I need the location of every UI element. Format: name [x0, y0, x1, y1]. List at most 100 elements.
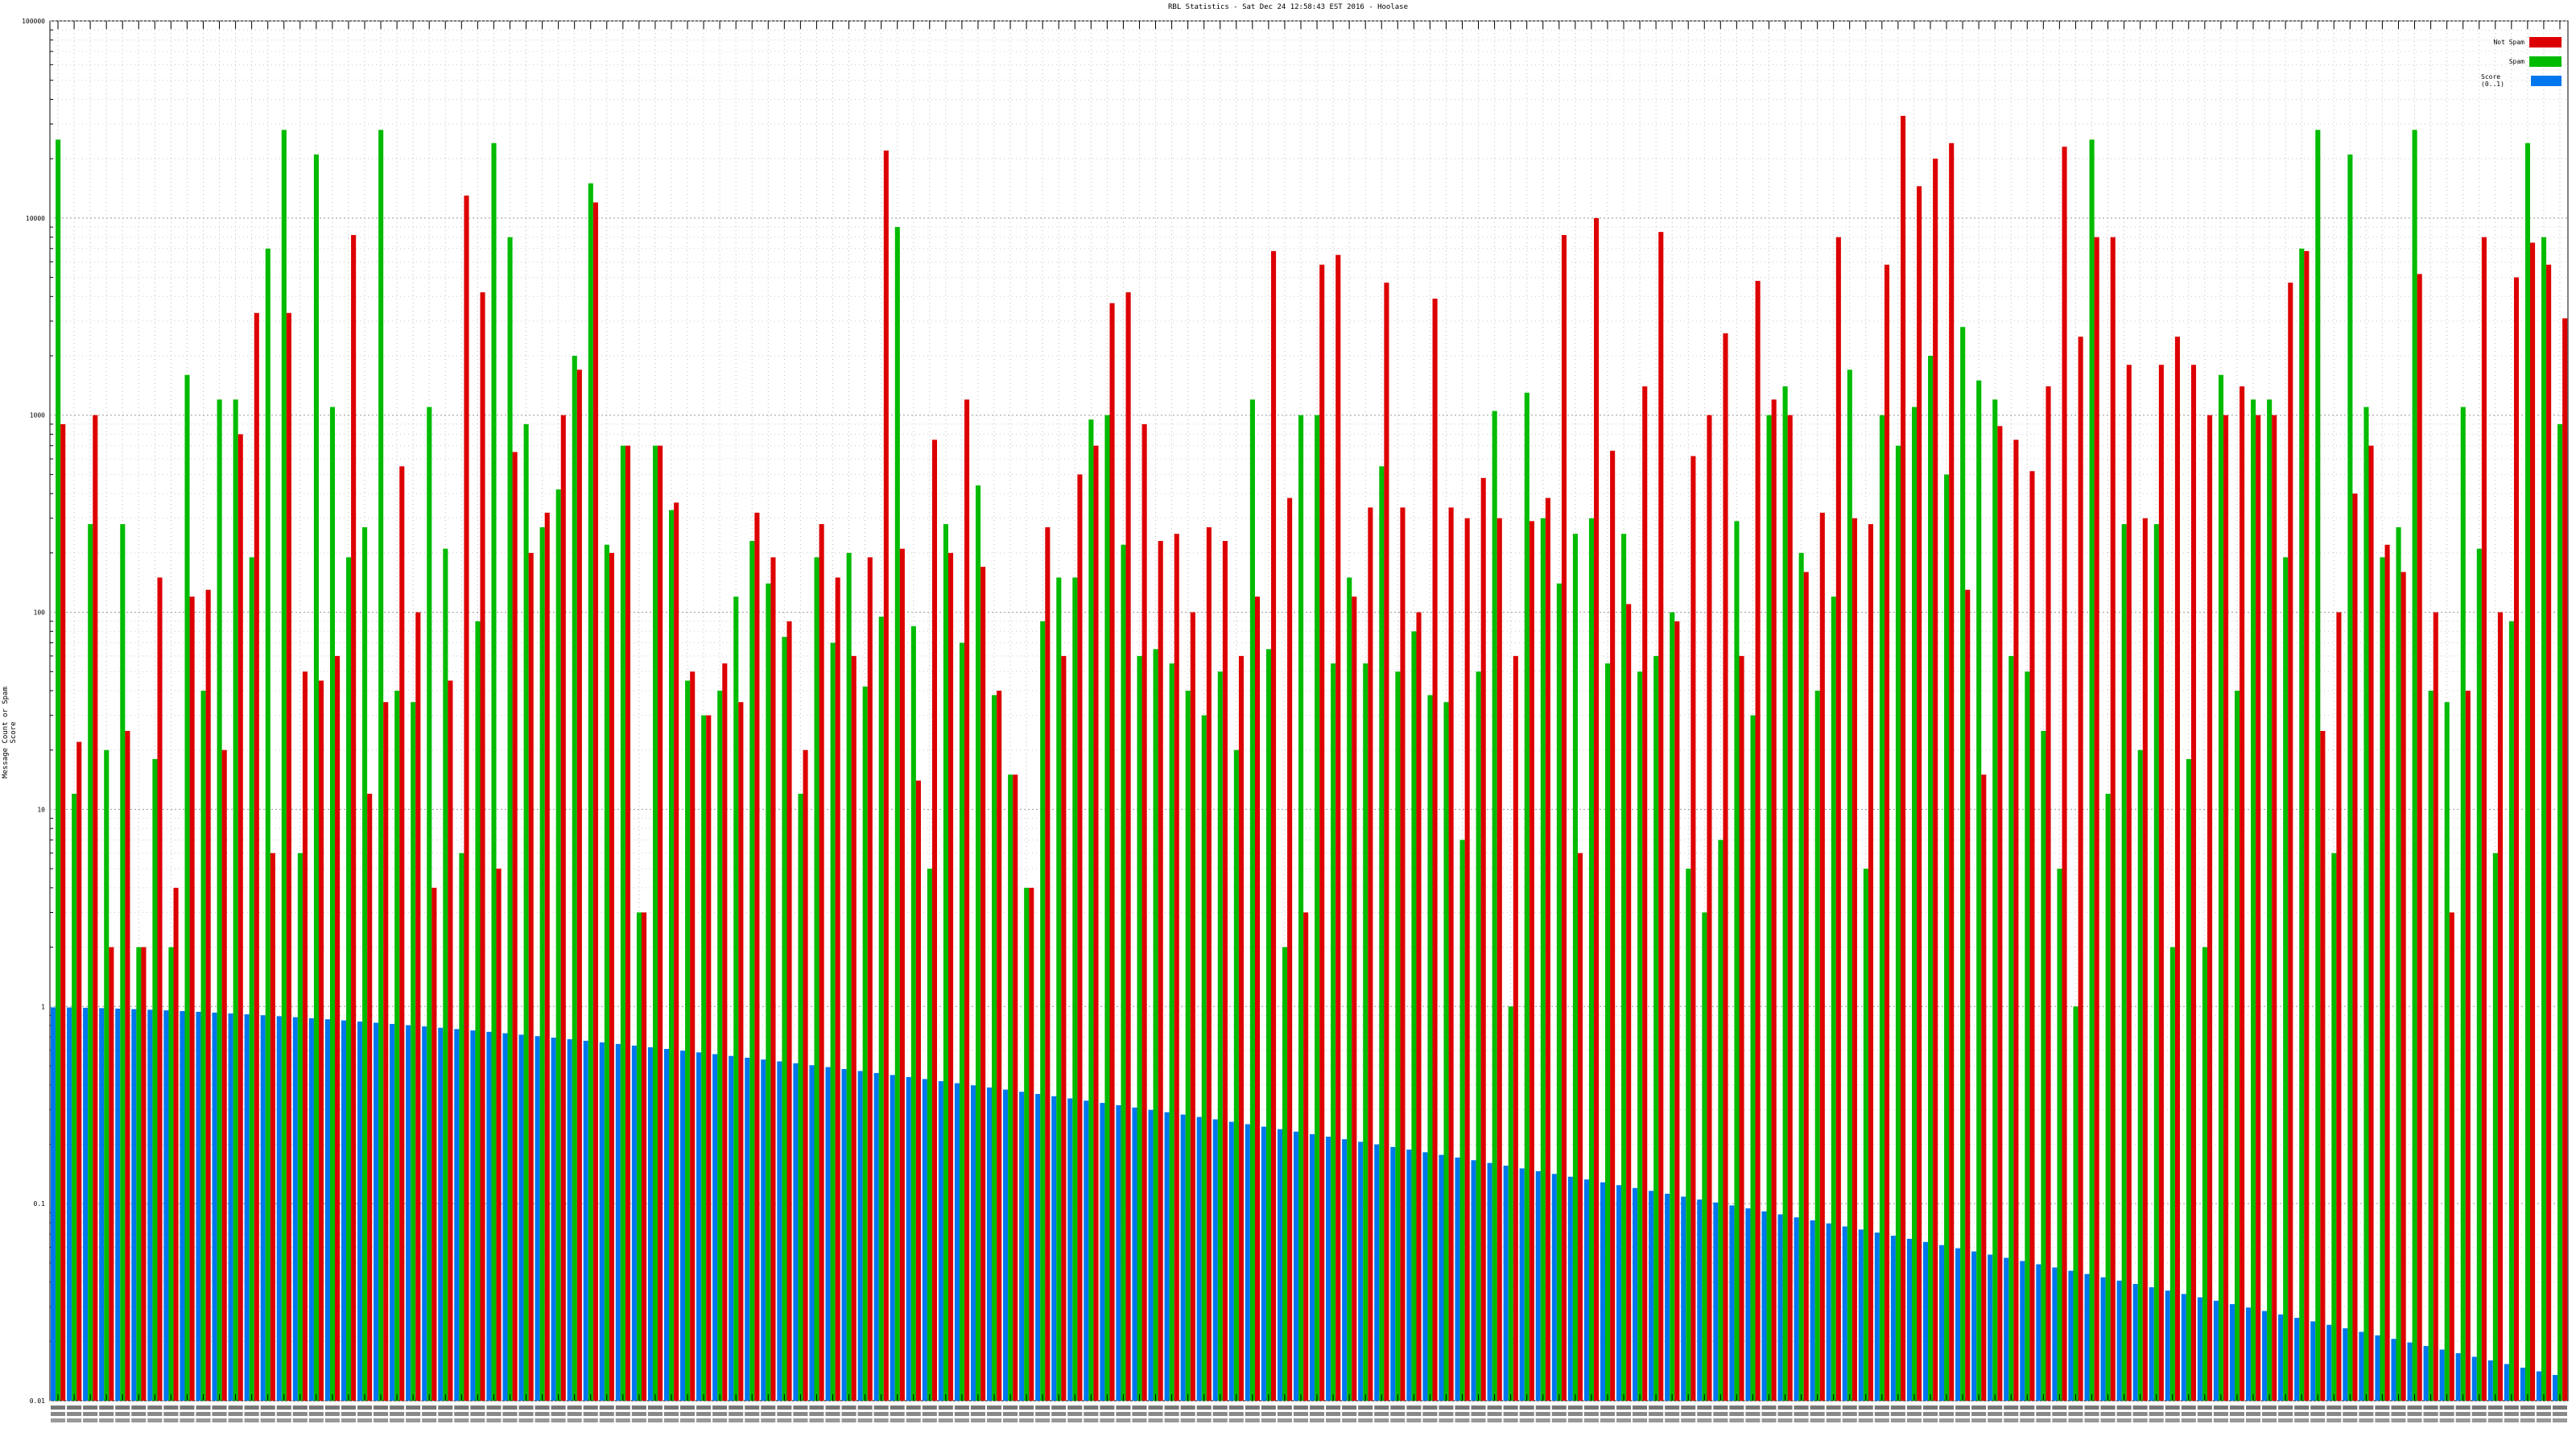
bar-score: [1826, 1223, 1831, 1401]
x-tick-label-glyphs: [2181, 1412, 2196, 1416]
x-tick-label-glyphs: [486, 1412, 502, 1416]
x-tick-label-glyphs: [1810, 1412, 1825, 1416]
bar-spam: [1524, 392, 1530, 1401]
bar-score: [1697, 1199, 1703, 1401]
x-tick-label-glyphs: [2326, 1406, 2342, 1410]
bar-not-spam: [1803, 572, 1809, 1401]
x-tick-label-glyphs: [2375, 1418, 2390, 1422]
x-tick-label-glyphs: [761, 1418, 776, 1422]
bar-not-spam: [1739, 655, 1744, 1401]
x-tick-label-glyphs: [2359, 1412, 2374, 1416]
x-tick-label-glyphs: [2020, 1418, 2035, 1422]
x-tick-label-glyphs: [2020, 1406, 2035, 1410]
x-tick-label-glyphs: [873, 1412, 889, 1416]
x-tick-label-glyphs: [1019, 1418, 1034, 1422]
bar-spam: [588, 183, 593, 1401]
bar-spam: [1024, 887, 1030, 1401]
bar-not-spam: [1707, 415, 1712, 1401]
x-tick-label-glyphs: [2471, 1418, 2487, 1422]
bar-spam: [523, 423, 529, 1401]
x-tick-label-glyphs: [1519, 1418, 1534, 1422]
bar-score: [1051, 1096, 1057, 1401]
x-tick-label-glyphs: [1567, 1418, 1583, 1422]
x-tick-label-glyphs: [1713, 1406, 1728, 1410]
x-tick-label-glyphs: [422, 1406, 437, 1410]
bar-not-spam: [2513, 277, 2520, 1401]
bar-not-spam: [2546, 264, 2552, 1402]
bar-score: [1971, 1251, 1977, 1401]
plot-frame: [49, 20, 2569, 1402]
x-tick-label-glyphs: [2359, 1418, 2374, 1422]
bar-spam: [1670, 612, 1675, 1401]
x-tick-label-glyphs: [1794, 1412, 1809, 1416]
y-tick-label: 10: [37, 806, 45, 813]
bar-score: [873, 1072, 879, 1401]
x-tick-label-glyphs: [986, 1412, 1002, 1416]
x-tick-label-glyphs: [1745, 1412, 1761, 1416]
x-tick-label-glyphs: [2375, 1406, 2390, 1410]
x-tick-label-glyphs: [518, 1412, 534, 1416]
x-tick-label-glyphs: [1342, 1412, 1357, 1416]
bar-not-spam: [1610, 450, 1616, 1401]
bar-score: [1567, 1176, 1573, 1401]
bar-not-spam: [931, 440, 938, 1402]
bar-score: [486, 1031, 492, 1401]
bar-not-spam: [431, 887, 437, 1401]
bar-not-spam: [367, 794, 373, 1401]
x-tick-label-glyphs: [374, 1406, 389, 1410]
x-tick-label-glyphs: [599, 1412, 614, 1416]
bar-spam: [652, 445, 658, 1402]
x-tick-label-glyphs: [1196, 1412, 1212, 1416]
x-tick-label-glyphs: [615, 1418, 630, 1422]
x-tick-label-glyphs: [486, 1406, 502, 1410]
x-tick-label-glyphs: [2229, 1406, 2244, 1410]
bar-spam: [1315, 415, 1320, 1401]
x-tick-label-glyphs: [2552, 1412, 2567, 1416]
bar-score: [2310, 1321, 2316, 1401]
bar-not-spam: [1642, 386, 1648, 1401]
bar-spam: [297, 852, 303, 1401]
x-tick-label-glyphs: [1180, 1406, 1195, 1410]
x-tick-label-glyphs: [470, 1418, 485, 1422]
y-tick-label: 1: [41, 1003, 45, 1010]
bar-spam: [56, 139, 61, 1401]
bar-spam: [1960, 327, 1966, 1401]
x-tick-label-glyphs: [341, 1418, 356, 1422]
x-tick-label-glyphs: [970, 1412, 985, 1416]
x-tick-label-glyphs: [1697, 1406, 1712, 1410]
bar-score: [1842, 1226, 1847, 1401]
bar-score: [292, 1017, 298, 1401]
bar-score: [518, 1034, 524, 1401]
bar-spam: [1653, 655, 1659, 1401]
x-tick-label-glyphs: [1761, 1406, 1777, 1410]
bar-score: [1310, 1133, 1315, 1401]
x-tick-label-glyphs: [1326, 1418, 1341, 1422]
x-tick-label-glyphs: [1261, 1418, 1276, 1422]
bar-score: [1649, 1191, 1654, 1401]
bar-spam: [427, 407, 432, 1401]
x-tick-label-glyphs: [324, 1418, 340, 1422]
x-tick-label-glyphs: [454, 1412, 469, 1416]
x-tick-label-glyphs: [1422, 1418, 1438, 1422]
x-tick-label-glyphs: [1390, 1418, 1406, 1422]
x-tick-label-glyphs: [1067, 1412, 1083, 1416]
x-tick-label-glyphs: [1649, 1412, 1664, 1416]
bar-spam: [1798, 552, 1804, 1401]
bar-spam: [443, 548, 448, 1401]
x-tick-label-glyphs: [712, 1418, 728, 1422]
x-tick-label-glyphs: [1745, 1418, 1761, 1422]
x-tick-label-glyphs: [2036, 1418, 2051, 1422]
bar-not-spam: [415, 612, 421, 1401]
bar-spam: [313, 154, 319, 1401]
x-tick-label-glyphs: [1245, 1412, 1260, 1416]
bar-not-spam: [1238, 655, 1244, 1401]
x-tick-label-glyphs: [1761, 1412, 1777, 1416]
bar-score: [228, 1013, 233, 1401]
x-tick-label-glyphs: [1794, 1418, 1809, 1422]
bar-spam: [1750, 715, 1756, 1401]
bar-not-spam: [1965, 589, 1971, 1401]
y-tick-label: 100: [34, 609, 46, 617]
x-tick-label-glyphs: [2455, 1412, 2471, 1416]
bar-score: [1616, 1185, 1622, 1401]
bar-spam: [846, 552, 852, 1401]
